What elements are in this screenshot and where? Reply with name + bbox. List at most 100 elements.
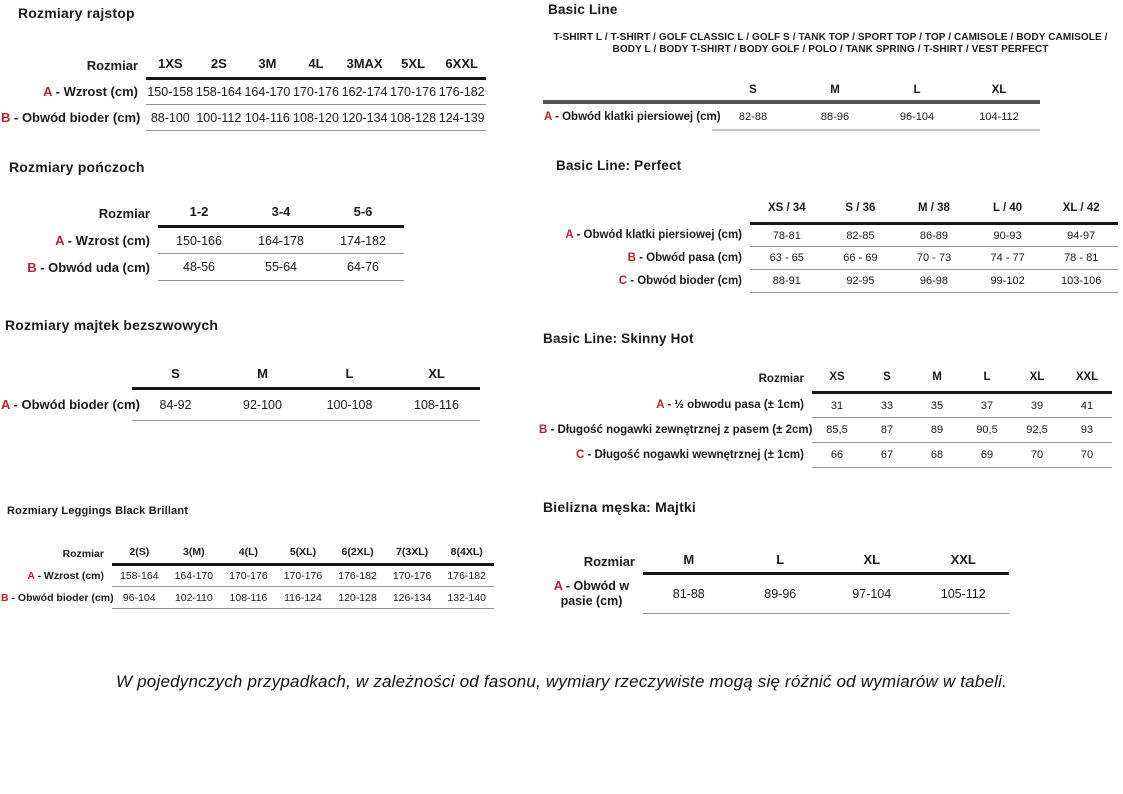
size-value-cell: 67 xyxy=(862,442,912,468)
size-column-header: XL xyxy=(958,84,1040,104)
row-label: A - Obwód w pasie (cm) xyxy=(553,578,630,608)
table-basic-line: Basic Line T-SHIRT L / T-SHIRT / GOLF CL… xyxy=(543,2,1118,131)
size-column-header: S / 36 xyxy=(823,202,898,225)
size-value-cell: 97-104 xyxy=(826,573,918,614)
corner-label: Rozmiar xyxy=(98,205,150,221)
corner-label: Rozmiar xyxy=(62,547,104,560)
row-label: B - Obwód bioder (cm) xyxy=(1,110,141,125)
size-value-cell: 70 - 73 xyxy=(897,246,971,270)
dimension-letter: B xyxy=(1,110,11,125)
size-value-cell: 82-88 xyxy=(712,102,794,131)
size-column-header: M xyxy=(794,84,876,104)
size-value-cell: 99-102 xyxy=(970,269,1045,293)
size-value-cell: 89 xyxy=(912,417,962,443)
product-list: T-SHIRT L / T-SHIRT / GOLF CLASSIC L / G… xyxy=(553,32,1108,55)
size-value-cell: 104-116 xyxy=(243,104,292,131)
measurement-row: B - Długość nogawki zewnętrznej z pasem … xyxy=(538,417,1112,443)
size-value-cell: 37 xyxy=(962,392,1012,418)
dimension-letter: C xyxy=(618,275,627,287)
size-table: Rozmiar M L XL XXL A - Obwód w pasie (cm) 81-8… xyxy=(543,552,1009,614)
table-title: Basic Line: Perfect xyxy=(556,158,682,173)
dimension-letter: B xyxy=(539,424,548,436)
corner-label xyxy=(543,202,750,224)
dimension-letter: A xyxy=(27,569,35,582)
size-table: XS / 34 S / 36 M / 38 L / 40 XL / 42 A - Obwó… xyxy=(543,202,1118,293)
size-value-cell: 170-176 xyxy=(291,78,341,105)
measurement-row: B - Obwód bioder (cm) 96-104 102-110 108-11… xyxy=(0,586,494,609)
size-value-cell: 170-176 xyxy=(221,564,276,587)
size-value-cell: 116-124 xyxy=(275,586,331,609)
table-basic-line-perfect: Basic Line: Perfect XS / 34 S / 36 M / 38 L… xyxy=(543,158,1118,293)
size-value-cell: 70 xyxy=(1012,442,1062,468)
size-value-cell: 86-89 xyxy=(897,223,971,247)
size-column-header: XL xyxy=(1012,371,1062,394)
table-title: Rozmiary pończoch xyxy=(9,159,145,175)
corner-label: Rozmiar xyxy=(583,553,635,569)
size-table: Rozmiar 1XS 2S 3M 4L 3MAX 5XL 6XXL A - Wzrost (c… xyxy=(0,56,486,131)
size-value-cell: 94-97 xyxy=(1044,223,1118,247)
table-basic-line-skinny-hot: Basic Line: Skinny Hot Rozmiar XS S M L XL XXL… xyxy=(538,330,1112,468)
size-column-header: 3M xyxy=(243,56,292,80)
row-label: A - Wzrost (cm) xyxy=(55,232,150,248)
dimension-letter: B xyxy=(627,252,636,264)
size-column-header: M xyxy=(219,366,306,390)
size-value-cell: 82-85 xyxy=(823,223,898,247)
row-label: B - Obwód uda (cm) xyxy=(27,259,150,275)
measurement-row: A - Wzrost (cm) 158-164 164-170 170-176 170-… xyxy=(0,564,494,587)
size-value-cell: 108-116 xyxy=(221,586,276,609)
measurement-row: A - Obwód klatki piersiowej (cm) 82-88 88-… xyxy=(543,102,1040,131)
corner-label: Rozmiar xyxy=(758,372,804,385)
size-value-cell: 176-182 xyxy=(437,78,486,105)
size-table: S M L XL A - Obwód bioder (cm) 84-92 92-100 100… xyxy=(0,366,480,421)
dimension-letter: C xyxy=(575,449,585,461)
table-leggings-black-brillant: Rozmiary Leggings Black Brillant Rozmiar… xyxy=(0,504,494,609)
size-column-header: XS xyxy=(812,371,862,394)
size-column-header: 5-6 xyxy=(322,204,404,228)
size-value-cell: 162-174 xyxy=(340,78,389,105)
size-value-cell: 150-166 xyxy=(158,226,240,254)
size-value-cell: 84-92 xyxy=(132,388,219,421)
row-label: C - Długość nogawki wewnętrznej (± 1cm) xyxy=(575,449,804,461)
measurement-row: A - Wzrost (cm) 150-158 158-164 164-170 170-… xyxy=(0,78,486,105)
row-label: A - Wzrost (cm) xyxy=(43,84,138,99)
table-title: Basic Line xyxy=(548,2,618,17)
size-value-cell: 85,5 xyxy=(812,417,862,443)
row-label: A - ½ obwodu pasa (± 1cm) xyxy=(656,399,804,411)
size-header-row: S M L XL xyxy=(543,84,1040,104)
size-value-cell: 108-116 xyxy=(393,388,480,421)
measurement-row: C - Długość nogawki wewnętrznej (± 1cm) 6… xyxy=(538,442,1112,468)
table-title: Basic Line: Skinny Hot xyxy=(543,331,694,346)
size-value-cell: 78-81 xyxy=(750,223,824,247)
size-table: Rozmiar 1-2 3-4 5-6 A - Wzrost (cm) 150-166 16… xyxy=(0,204,404,281)
size-value-cell: 170-176 xyxy=(384,564,440,587)
size-table: Rozmiar XS S M L XL XXL A - ½ obwodu pasa (± 1c… xyxy=(538,371,1112,468)
measurement-row: A - Obwód bioder (cm) 84-92 92-100 100-108 1… xyxy=(0,388,480,421)
size-value-cell: 170-176 xyxy=(388,78,438,105)
size-value-cell: 108-128 xyxy=(388,104,438,131)
size-column-header: 3MAX xyxy=(340,56,389,80)
dimension-letter: A xyxy=(565,229,574,241)
dimension-letter: A xyxy=(656,399,665,411)
dimension-letter: B xyxy=(1,591,9,604)
measurement-row: A - Obwód klatki piersiowej (cm) 78-81 82-… xyxy=(543,223,1118,247)
size-value-cell: 176-182 xyxy=(330,564,385,587)
size-value-cell: 68 xyxy=(912,442,962,468)
size-column-header: 6XXL xyxy=(437,56,486,80)
measurement-row: C - Obwód bioder (cm) 88-91 92-95 96-98 99-1… xyxy=(543,269,1118,293)
size-value-cell: 124-139 xyxy=(437,104,486,131)
size-value-cell: 120-128 xyxy=(330,586,385,609)
size-column-header: 5XL xyxy=(388,56,438,80)
size-column-header: XL xyxy=(826,552,918,575)
size-value-cell: 96-104 xyxy=(112,586,167,609)
row-label: A - Obwód bioder (cm) xyxy=(1,397,140,412)
dimension-letter: B xyxy=(27,259,37,275)
size-header-row: Rozmiar 2(S) 3(M) 4(L) 5(XL) 6(2XL) 7(3XL) 8(4X… xyxy=(0,546,494,566)
size-column-header: L xyxy=(306,366,393,390)
size-value-cell: 102-110 xyxy=(166,586,222,609)
size-value-cell: 90,5 xyxy=(962,417,1012,443)
size-column-header: XXL xyxy=(1062,371,1112,394)
size-column-header: 6(2XL) xyxy=(330,546,385,566)
size-header-row: Rozmiar 1XS 2S 3M 4L 3MAX 5XL 6XXL xyxy=(0,56,486,80)
size-value-cell: 103-106 xyxy=(1044,269,1118,293)
size-header-row: Rozmiar XS S M L XL XXL xyxy=(538,371,1112,394)
